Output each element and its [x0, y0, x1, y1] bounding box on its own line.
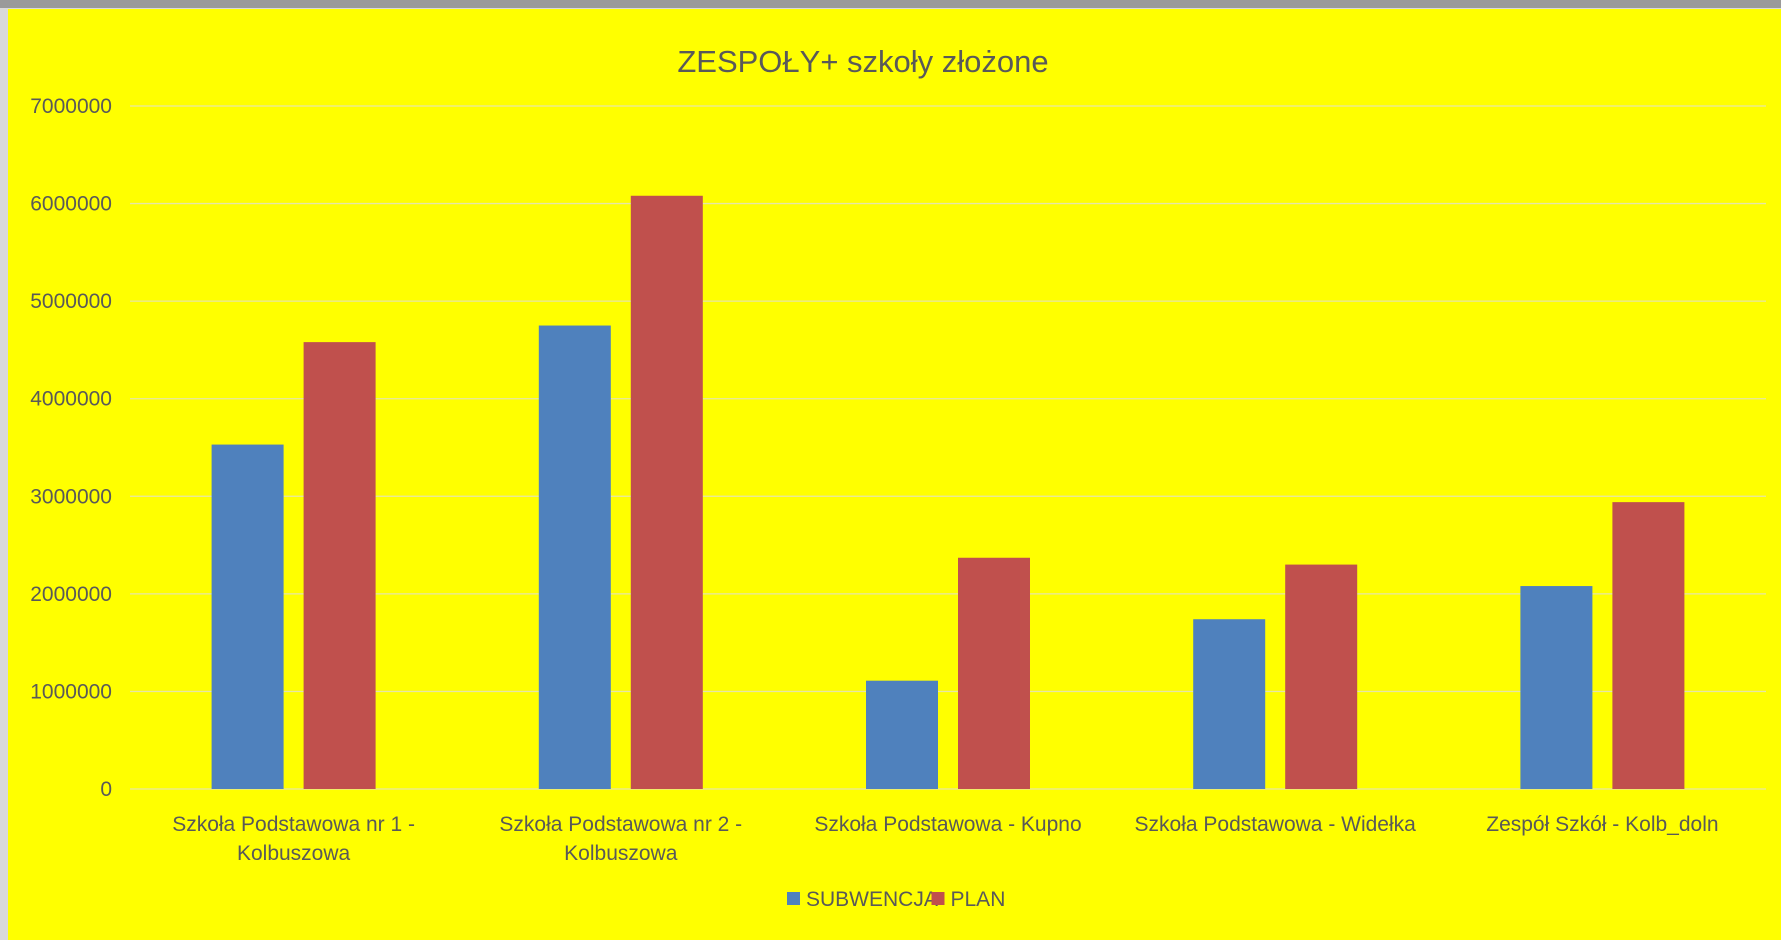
- bar-plan: [1285, 564, 1358, 789]
- x-category-label: Szkoła Podstawowa - Kupno: [814, 813, 1081, 836]
- bars: [211, 195, 1685, 789]
- bar-subwencja: [1520, 586, 1593, 789]
- bar-subwencja: [538, 325, 611, 789]
- chart-area: ZESPOŁY+ szkoły złożone 0 1000000 2000000 3…: [8, 9, 1781, 940]
- bar-subwencja: [211, 444, 284, 789]
- bar-subwencja: [1193, 619, 1266, 789]
- x-category-label: Szkoła Podstawowa nr 2 -Kolbuszowa: [499, 813, 742, 865]
- bar-plan: [303, 342, 376, 789]
- legend-label-plan: PLAN: [951, 888, 1006, 911]
- bar-chart: ZESPOŁY+ szkoły złożone 0 1000000 2000000 3…: [30, 44, 1766, 911]
- legend: SUBWENCJA PLAN: [787, 888, 1005, 911]
- y-tick-label: 6000000: [30, 193, 112, 216]
- y-tick-label: 1000000: [30, 680, 112, 703]
- x-category-label: Szkoła Podstawowa - Widełka: [1135, 813, 1417, 836]
- legend-label-subwencja: SUBWENCJA: [806, 888, 938, 911]
- y-tick-label: 7000000: [30, 95, 112, 118]
- bar-plan: [958, 557, 1030, 789]
- y-tick-label: 0: [100, 778, 112, 801]
- y-tick-label: 5000000: [30, 290, 112, 313]
- legend-swatch-subwencja: [787, 892, 800, 905]
- x-category-label: Zespół Szkół - Kolb_doln: [1486, 813, 1718, 836]
- y-tick-label: 2000000: [30, 583, 112, 606]
- y-axis-tick-labels: 0 1000000 2000000 3000000 4000000 5000000 6000…: [30, 95, 112, 801]
- x-axis-category-labels: Szkoła Podstawowa nr 1 -Kolbuszowa Szkoła…: [172, 813, 1718, 865]
- bar-plan: [1612, 502, 1685, 789]
- chart-title: ZESPOŁY+ szkoły złożone: [677, 44, 1048, 79]
- x-category-label: Szkoła Podstawowa nr 1 -Kolbuszowa: [172, 813, 415, 865]
- bar-subwencja: [866, 680, 938, 789]
- gridlines: [130, 105, 1766, 790]
- y-tick-label: 4000000: [30, 388, 112, 411]
- y-tick-label: 3000000: [30, 485, 112, 508]
- legend-swatch-plan: [931, 892, 945, 905]
- bar-plan: [630, 195, 703, 789]
